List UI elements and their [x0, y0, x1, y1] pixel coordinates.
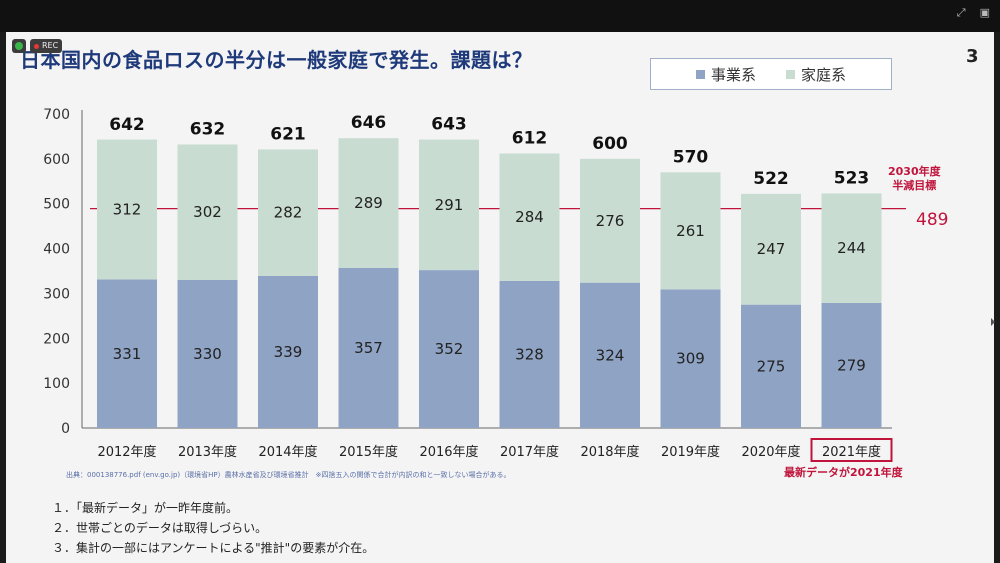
- latest-data-note: 最新データが2021年度: [784, 466, 903, 479]
- data-label-household: 291: [435, 196, 464, 214]
- legend-swatch-business: [695, 69, 705, 79]
- data-label-total: 632: [190, 120, 226, 140]
- issue-item-3: ３．集計の一部にはアンケートによる"推計"の要素が介在。: [52, 541, 375, 555]
- data-label-household: 289: [354, 194, 383, 212]
- data-label-business: 339: [274, 343, 303, 361]
- source-citation[interactable]: 出典：000138776.pdf (env.go.jp)（環境省HP）農林水産省…: [66, 471, 511, 479]
- y-tick-label: 700: [43, 107, 70, 123]
- bar-household: [741, 193, 801, 305]
- data-label-total: 570: [673, 147, 709, 167]
- x-tick-label: 2020年度: [741, 444, 800, 460]
- x-tick-label: 2013年度: [178, 444, 237, 460]
- recording-badges: REC: [12, 39, 63, 53]
- bar-business: [177, 279, 238, 428]
- screen-share-icon[interactable]: ▣: [979, 6, 990, 19]
- target-label: 2030年度 半減目標: [888, 165, 941, 193]
- window-controls: ⤢ ▣: [957, 6, 990, 20]
- rec-label: REC: [42, 41, 59, 50]
- data-label-total: 600: [592, 134, 628, 154]
- slide-title: 日本国内の食品ロスの半分は一般家庭で発生。課題は？: [20, 48, 533, 72]
- x-tick-label: 2019年度: [661, 444, 720, 460]
- target-label-year: 2030年度: [888, 165, 941, 178]
- data-label-total: 612: [512, 128, 548, 148]
- x-tick-label: 2017年度: [500, 444, 559, 460]
- data-label-total: 643: [431, 115, 467, 135]
- bar-business: [97, 279, 157, 428]
- x-tick-label: 2015年度: [339, 444, 398, 460]
- data-label-household: 282: [274, 204, 303, 222]
- data-label-household: 276: [596, 212, 625, 230]
- shield-icon: [12, 39, 26, 53]
- data-label-household: 261: [676, 222, 705, 240]
- legend-swatch-household: [786, 69, 795, 79]
- video-top-bar: ⤢ ▣: [0, 0, 1000, 32]
- bar-household: [660, 172, 721, 290]
- bar-business: [821, 302, 882, 428]
- legend-item-household: 家庭系: [786, 64, 846, 85]
- data-label-total: 642: [109, 115, 145, 135]
- x-tick-label: 2016年度: [419, 444, 478, 460]
- data-label-total: 621: [270, 124, 306, 144]
- bar-household: [258, 149, 318, 276]
- highlight-box: [810, 438, 893, 462]
- data-label-total: 523: [834, 168, 870, 188]
- bar-household: [177, 144, 238, 280]
- data-label-total: 522: [753, 169, 789, 189]
- issues-list: １．「最新データ」が一昨年度前。 ２．世帯ごとのデータは取得しづらい。 ３．集計…: [52, 498, 374, 558]
- data-label-business: 331: [113, 345, 142, 363]
- bar-household: [419, 139, 479, 271]
- fullscreen-icon[interactable]: ⤢: [956, 6, 966, 19]
- chart-legend: 事業系 家庭系: [650, 58, 892, 90]
- data-label-total: 646: [351, 113, 387, 133]
- data-label-business: 279: [837, 356, 866, 374]
- bar-household: [821, 193, 882, 303]
- data-label-household: 284: [515, 208, 544, 226]
- target-value: 489: [916, 210, 949, 230]
- bar-business: [499, 280, 560, 428]
- bar-business: [660, 289, 721, 428]
- bar-business: [580, 282, 640, 428]
- bar-household: [97, 139, 157, 280]
- record-dot-icon: [34, 43, 39, 49]
- bar-household: [499, 153, 560, 281]
- target-label-text: 半減目標: [892, 179, 937, 192]
- y-tick-label: 400: [43, 242, 70, 258]
- bar-household: [338, 138, 399, 268]
- data-label-business: 330: [193, 345, 222, 363]
- y-tick-label: 500: [43, 197, 70, 213]
- x-tick-label: 2018年度: [580, 444, 639, 460]
- data-label-household: 247: [757, 240, 786, 258]
- x-tick-label: 2012年度: [97, 444, 156, 460]
- legend-label-business: 事業系: [710, 65, 756, 84]
- bar-business: [338, 267, 399, 428]
- data-label-business: 275: [757, 357, 786, 375]
- data-label-business: 328: [515, 345, 544, 363]
- data-label-business: 309: [676, 350, 705, 368]
- data-label-household: 312: [113, 201, 142, 219]
- y-tick-label: 100: [43, 376, 70, 392]
- x-tick-label: 2021年度: [822, 444, 881, 460]
- data-label-business: 357: [354, 339, 383, 357]
- data-label-household: 244: [837, 239, 866, 257]
- issue-item-1: １．「最新データ」が一昨年度前。: [52, 501, 239, 515]
- bar-business: [741, 304, 801, 428]
- legend-item-business: 事業系: [695, 64, 756, 85]
- x-tick-label: 2014年度: [258, 444, 317, 460]
- data-label-business: 324: [596, 346, 625, 364]
- legend-label-household: 家庭系: [801, 65, 847, 84]
- bar-household: [580, 158, 640, 283]
- y-tick-label: 200: [43, 331, 70, 347]
- y-tick-label: 0: [61, 421, 70, 437]
- y-tick-label: 600: [43, 152, 70, 168]
- page-number: 3: [966, 46, 979, 67]
- issue-item-2: ２．世帯ごとのデータは取得しづらい。: [52, 521, 268, 535]
- y-tick-label: 300: [43, 286, 70, 302]
- rec-badge: REC: [30, 39, 63, 53]
- data-label-household: 302: [193, 203, 222, 221]
- data-label-business: 352: [435, 340, 464, 358]
- bar-business: [419, 270, 479, 428]
- mouse-cursor-icon: [991, 318, 995, 326]
- bar-business: [258, 275, 318, 428]
